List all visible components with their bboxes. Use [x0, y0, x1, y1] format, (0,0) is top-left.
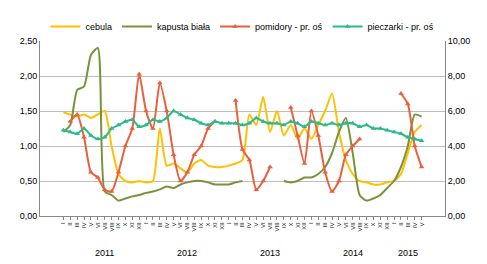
svg-text:III: III [157, 222, 163, 227]
svg-text:X: X [370, 222, 376, 226]
svg-text:1,50: 1,50 [20, 106, 38, 116]
svg-text:IX: IX [115, 222, 121, 228]
svg-text:XII: XII [384, 222, 390, 230]
svg-text:XI: XI [212, 222, 218, 228]
svg-text:III: III [74, 222, 80, 227]
svg-text:X: X [205, 222, 211, 226]
svg-text:0,00: 0,00 [448, 211, 466, 221]
svg-text:II: II [150, 222, 156, 226]
svg-text:2011: 2011 [95, 248, 114, 258]
svg-text:II: II [233, 222, 239, 226]
svg-text:VIII: VIII [191, 222, 197, 231]
svg-text:pieczarki - pr. oś: pieczarki - pr. oś [368, 22, 434, 32]
svg-text:I: I [391, 222, 397, 224]
svg-text:I: I [143, 222, 149, 224]
svg-text:II: II [67, 222, 73, 226]
svg-text:IV: IV [164, 222, 170, 228]
svg-text:1,00: 1,00 [20, 141, 38, 151]
svg-text:4,00: 4,00 [448, 141, 466, 151]
svg-text:XII: XII [136, 222, 142, 230]
svg-text:IX: IX [281, 222, 287, 228]
svg-text:X: X [288, 222, 294, 226]
svg-text:6,00: 6,00 [448, 106, 466, 116]
svg-text:VII: VII [267, 222, 273, 230]
svg-text:pomidory - pr. oś: pomidory - pr. oś [255, 22, 323, 32]
svg-text:VI: VI [177, 222, 183, 228]
svg-text:I: I [226, 222, 232, 224]
svg-text:kapusta biała: kapusta biała [157, 22, 210, 32]
svg-text:II: II [398, 222, 404, 226]
svg-text:10,00: 10,00 [448, 36, 471, 46]
svg-text:2,50: 2,50 [20, 36, 38, 46]
svg-text:VII: VII [350, 222, 356, 230]
svg-text:XI: XI [377, 222, 383, 228]
svg-text:IV: IV [81, 222, 87, 228]
svg-text:III: III [322, 222, 328, 227]
svg-text:8,00: 8,00 [448, 71, 466, 81]
svg-text:VIII: VIII [274, 222, 280, 231]
svg-text:VII: VII [102, 222, 108, 230]
svg-text:VIII: VIII [357, 222, 363, 231]
svg-text:VI: VI [260, 222, 266, 228]
svg-text:XI: XI [129, 222, 135, 228]
svg-text:VI: VI [95, 222, 101, 228]
svg-text:VII: VII [184, 222, 190, 230]
svg-text:V: V [336, 222, 342, 226]
svg-text:XII: XII [301, 222, 307, 230]
svg-text:XII: XII [219, 222, 225, 230]
svg-text:cebula: cebula [86, 22, 113, 32]
svg-text:2,00: 2,00 [20, 71, 38, 81]
svg-text:X: X [122, 222, 128, 226]
svg-text:2,00: 2,00 [448, 176, 466, 186]
svg-text:IX: IX [363, 222, 369, 228]
svg-text:I: I [308, 222, 314, 224]
svg-text:0,50: 0,50 [20, 176, 38, 186]
svg-text:IV: IV [412, 222, 418, 228]
svg-text:IV: IV [329, 222, 335, 228]
svg-text:XI: XI [295, 222, 301, 228]
svg-text:V: V [253, 222, 259, 226]
svg-text:IX: IX [198, 222, 204, 228]
svg-text:II: II [315, 222, 321, 226]
svg-text:2015: 2015 [398, 248, 418, 258]
svg-text:VIII: VIII [109, 222, 115, 231]
svg-text:2014: 2014 [343, 248, 363, 258]
svg-text:III: III [239, 222, 245, 227]
svg-text:III: III [405, 222, 411, 227]
svg-text:2013: 2013 [260, 248, 280, 258]
svg-text:VI: VI [343, 222, 349, 228]
svg-text:V: V [88, 222, 94, 226]
svg-text:IV: IV [246, 222, 252, 228]
svg-text:V: V [419, 222, 425, 226]
svg-text:2012: 2012 [177, 248, 197, 258]
svg-text:0,00: 0,00 [20, 211, 38, 221]
svg-text:V: V [171, 222, 177, 226]
svg-text:I: I [60, 222, 66, 224]
